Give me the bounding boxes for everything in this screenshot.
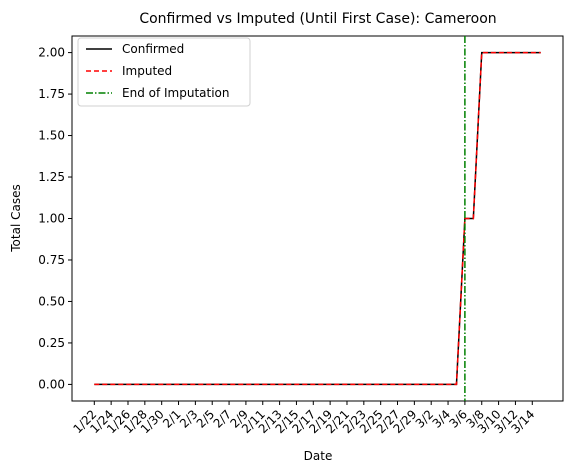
y-axis-label: Total Cases	[9, 184, 23, 252]
y-tick-label: 1.50	[38, 129, 65, 143]
legend: Confirmed Imputed End of Imputation	[77, 37, 251, 107]
y-tick-label: 0.25	[38, 336, 65, 350]
y-ticks: 0.00 0.25 0.50 0.75 1.00 1.25 1.50 1.75 2.00	[38, 46, 72, 391]
legend-label-end-of-imputation: End of Imputation	[122, 86, 230, 100]
y-tick-label: 1.00	[38, 212, 65, 226]
legend-label-imputed: Imputed	[122, 64, 172, 78]
series-group	[94, 36, 541, 401]
y-tick-label: 0.75	[38, 253, 65, 267]
x-ticks: 1/221/241/261/281/302/12/32/52/72/92/112…	[70, 401, 537, 436]
y-tick-label: 1.75	[38, 87, 65, 101]
y-tick-label: 2.00	[38, 46, 65, 60]
chart-title: Confirmed vs Imputed (Until First Case):…	[139, 11, 496, 27]
y-tick-label: 0.00	[38, 377, 65, 391]
y-tick-label: 0.50	[38, 294, 65, 308]
x-axis-label: Date	[304, 449, 333, 463]
legend-label-confirmed: Confirmed	[122, 42, 184, 56]
y-tick-label: 1.25	[38, 170, 65, 184]
legend-box	[77, 37, 251, 107]
series-line-imputed	[94, 51, 541, 386]
